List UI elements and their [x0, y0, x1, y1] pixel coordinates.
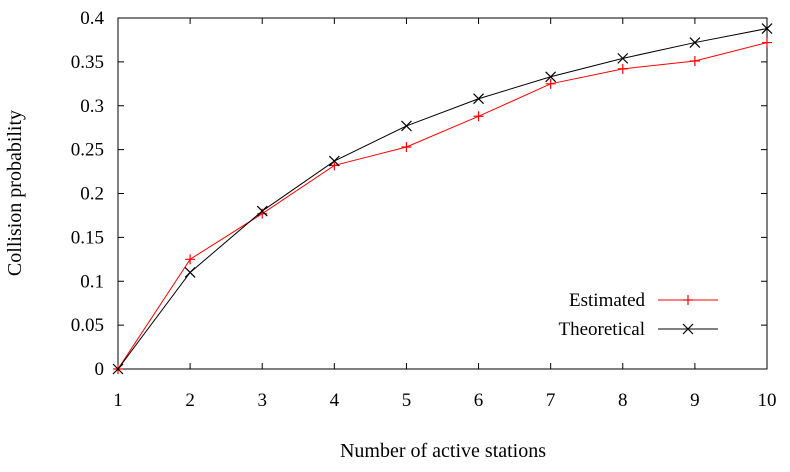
y-tick-label: 0.1 [80, 271, 104, 292]
y-tick-label: 0.3 [80, 96, 104, 117]
y-tick-label: 0 [95, 359, 105, 380]
data-point [256, 205, 268, 217]
x-tick-label: 7 [546, 390, 556, 411]
plot-axes: 1 2 3 4 5 6 7 8 9 10 0 0.05 0.1 0.15 0.2 0.25 0.3 0.35 0.4 [71, 8, 777, 411]
y-tick-label: 0.2 [80, 184, 104, 205]
data-point [473, 93, 484, 105]
series-layer [112, 23, 773, 375]
data-point [328, 155, 340, 167]
legend: Estimated Theoretical [558, 290, 718, 340]
data-point [761, 23, 773, 34]
series-line [117, 42, 768, 370]
data-point [689, 55, 700, 66]
legend-marker [682, 323, 694, 335]
data-point [112, 363, 124, 375]
y-tick-label: 0.35 [71, 52, 104, 73]
x-axis-label: Number of active stations [340, 440, 546, 462]
y-tick-label: 0.25 [71, 140, 104, 161]
series-theoretical [112, 23, 773, 375]
data-point [617, 63, 628, 74]
series-estimated [113, 37, 772, 374]
legend-label: Theoretical [558, 319, 645, 340]
x-tick-label: 6 [474, 390, 484, 411]
x-tick-label: 10 [758, 390, 777, 411]
x-tick-label: 4 [330, 390, 340, 411]
x-tick-label: 2 [185, 390, 195, 411]
data-point [184, 267, 196, 278]
data-point [617, 52, 629, 64]
data-point [401, 120, 412, 132]
x-tick-label: 8 [618, 390, 628, 411]
series-line [117, 28, 768, 370]
x-tick-label: 3 [257, 390, 267, 411]
data-point [762, 37, 772, 48]
x-tick-label: 1 [113, 390, 123, 411]
y-tick-label: 0.05 [71, 315, 104, 336]
data-point [545, 78, 556, 89]
data-point [401, 141, 412, 152]
data-point [473, 111, 484, 122]
y-tick-label: 0.15 [71, 227, 104, 248]
data-point [185, 254, 196, 265]
data-point [689, 37, 701, 48]
data-point [329, 160, 340, 171]
x-tick-label: 9 [690, 390, 700, 411]
legend-marker [683, 295, 693, 305]
y-tick-label: 0.4 [80, 8, 104, 29]
y-axis-label: Collision probability [4, 110, 26, 276]
plot-frame [117, 17, 768, 370]
data-point [545, 71, 557, 83]
x-tick-label: 5 [402, 390, 412, 411]
legend-label: Estimated [569, 290, 645, 311]
